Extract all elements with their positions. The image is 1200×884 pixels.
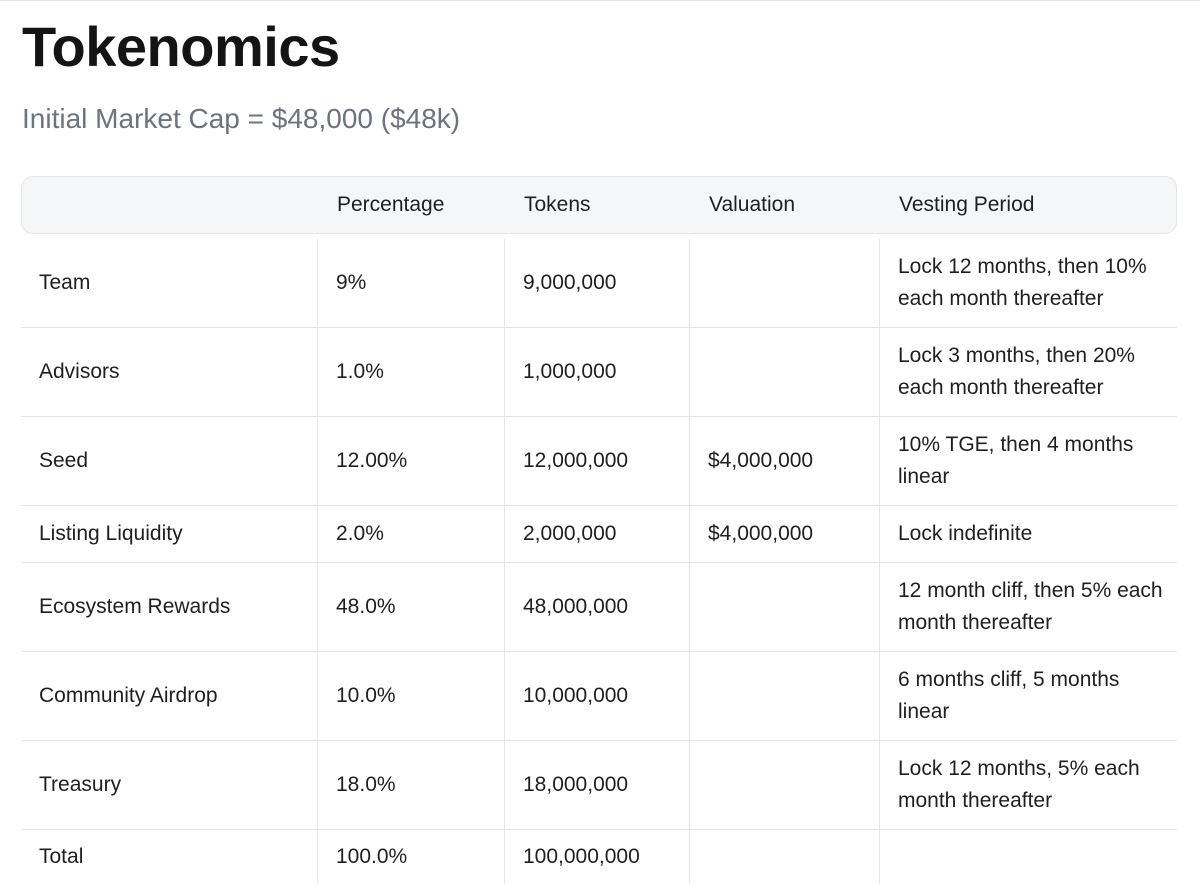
- row-valuation: [708, 239, 878, 327]
- row-percentage: 9%: [336, 271, 367, 294]
- table-row: Community Airdrop 10.0% 10,000,000 6 mon…: [21, 652, 1177, 741]
- row-valuation: $4,000,000: [708, 522, 814, 545]
- row-tokens: 1,000,000: [523, 360, 617, 383]
- column-divider: [504, 239, 505, 884]
- table-row: Ecosystem Rewards 48.0% 48,000,000 12 mo…: [21, 563, 1177, 652]
- row-vesting-period: Lock indefinite: [898, 522, 1033, 545]
- page-title: Tokenomics: [22, 15, 340, 78]
- row-valuation: [708, 741, 878, 829]
- row-vesting-period: 10% TGE, then 4 months linear: [898, 433, 1134, 488]
- header-valuation: Valuation: [709, 193, 796, 216]
- column-divider: [689, 239, 690, 884]
- row-valuation: [708, 328, 878, 416]
- header-vesting-period: Vesting Period: [899, 193, 1035, 216]
- table-body: Team 9% 9,000,000 Lock 12 months, then 1…: [21, 239, 1177, 884]
- header-tokens: Tokens: [524, 193, 591, 216]
- row-tokens: 12,000,000: [523, 449, 629, 472]
- row-vesting-period: 6 months cliff, 5 months linear: [898, 668, 1120, 723]
- page-subtitle: Initial Market Cap = $48,000 ($48k): [22, 103, 461, 134]
- row-tokens: 100,000,000: [523, 845, 640, 868]
- row-percentage: 12.00%: [336, 449, 408, 472]
- row-valuation: [708, 652, 878, 740]
- table-row-total: Total 100.0% 100,000,000: [21, 830, 1177, 884]
- row-percentage: 100.0%: [336, 845, 408, 868]
- table-row: Team 9% 9,000,000 Lock 12 months, then 1…: [21, 239, 1177, 328]
- row-tokens: 10,000,000: [523, 684, 629, 707]
- row-vesting-period: Lock 12 months, then 10% each month ther…: [898, 255, 1147, 310]
- row-category: Advisors: [39, 360, 120, 383]
- column-divider: [879, 239, 880, 884]
- row-category: Seed: [39, 449, 89, 472]
- row-valuation: [708, 563, 878, 651]
- column-divider: [317, 239, 318, 884]
- row-tokens: 9,000,000: [523, 271, 617, 294]
- row-tokens: 48,000,000: [523, 595, 629, 618]
- row-tokens: 2,000,000: [523, 522, 617, 545]
- row-category: Ecosystem Rewards: [39, 595, 231, 618]
- header-percentage: Percentage: [337, 193, 445, 216]
- row-vesting-period: Lock 3 months, then 20% each month there…: [898, 344, 1135, 399]
- table-row: Advisors 1.0% 1,000,000 Lock 3 months, t…: [21, 328, 1177, 417]
- row-vesting-period: [898, 830, 1170, 884]
- row-percentage: 48.0%: [336, 595, 396, 618]
- row-vesting-period: 12 month cliff, then 5% each month there…: [898, 579, 1163, 634]
- table-header-row: Percentage Tokens Valuation Vesting Peri…: [21, 176, 1177, 234]
- row-percentage: 10.0%: [336, 684, 396, 707]
- row-percentage: 18.0%: [336, 773, 396, 796]
- row-vesting-period: Lock 12 months, 5% each month thereafter: [898, 757, 1140, 812]
- table-row: Seed 12.00% 12,000,000 $4,000,000 10% TG…: [21, 417, 1177, 506]
- row-category: Community Airdrop: [39, 684, 218, 707]
- table-row: Listing Liquidity 2.0% 2,000,000 $4,000,…: [21, 506, 1177, 563]
- row-category: Team: [39, 271, 91, 294]
- row-tokens: 18,000,000: [523, 773, 629, 796]
- row-valuation: [708, 830, 878, 884]
- row-category: Total: [39, 845, 84, 868]
- row-valuation: $4,000,000: [708, 449, 814, 472]
- table-row: Treasury 18.0% 18,000,000 Lock 12 months…: [21, 741, 1177, 830]
- row-category: Treasury: [39, 773, 122, 796]
- row-category: Listing Liquidity: [39, 522, 183, 545]
- row-percentage: 2.0%: [336, 522, 384, 545]
- top-divider: [0, 0, 1200, 1]
- row-percentage: 1.0%: [336, 360, 384, 383]
